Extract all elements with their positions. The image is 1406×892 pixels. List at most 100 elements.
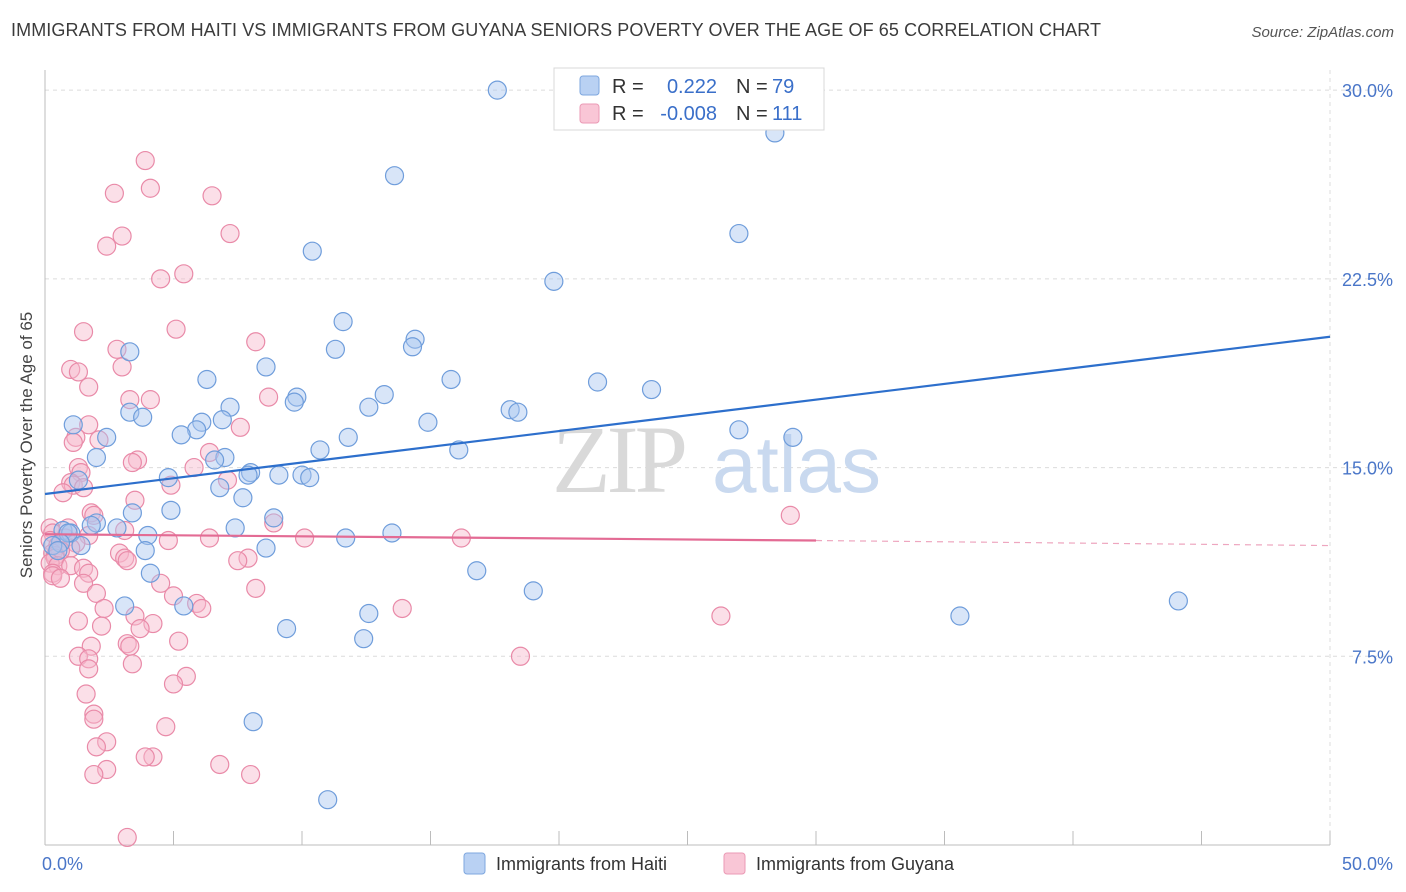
haiti-point (523, 581, 543, 601)
guyana-point (68, 611, 89, 631)
haiti-point (354, 629, 374, 649)
guyana-point (711, 606, 731, 626)
guyana-point (230, 417, 250, 437)
haiti-point (81, 515, 101, 536)
haiti-point (359, 397, 379, 417)
guyana-point (151, 269, 171, 289)
haiti-point (133, 407, 153, 427)
haiti-point (120, 342, 140, 362)
guyana-point (125, 606, 145, 626)
haiti-point (487, 80, 507, 100)
guyana-point (117, 827, 137, 848)
haiti-point (197, 369, 217, 390)
guyana-point (79, 415, 99, 435)
guyana-point (246, 332, 266, 352)
guyana-point (86, 583, 107, 603)
guyana-point (135, 747, 155, 767)
haiti-point (115, 596, 135, 616)
guyana-point (140, 390, 160, 410)
guyana-point (76, 684, 96, 704)
x-tick-labels: 0.0% 50.0% (42, 854, 1393, 874)
haiti-point (325, 339, 346, 359)
haiti-point (333, 312, 353, 332)
guyana-point (210, 754, 230, 775)
guyana-point (61, 359, 81, 380)
y-tick-labels: 7.5% 15.0% 22.5% 30.0% (1342, 81, 1393, 667)
guyana-point (117, 551, 137, 571)
haiti-point (950, 606, 970, 626)
guyana-point (97, 732, 117, 752)
haiti-point (500, 400, 520, 420)
guyana-point (104, 183, 124, 203)
series-haiti (43, 80, 1188, 810)
guyana-point (91, 616, 112, 636)
guyana-point (161, 475, 181, 495)
guyana-point (73, 573, 94, 593)
haiti-point (508, 402, 528, 422)
haiti-point (233, 488, 253, 508)
haiti-point (338, 427, 358, 447)
haiti-point (284, 392, 304, 412)
haiti-trend-line (44, 335, 1331, 496)
guyana-point (199, 528, 220, 548)
y-tick-label: 7.5% (1352, 647, 1393, 667)
guyana-point (156, 717, 176, 737)
haiti-point (1168, 591, 1188, 611)
guyana-point (174, 264, 194, 284)
haiti-point (58, 523, 78, 543)
guyana-point (97, 236, 117, 256)
legend-guyana-r-label: R = (612, 103, 644, 125)
legend-swatch-guyana (579, 103, 600, 124)
haiti-point (140, 563, 160, 583)
guyana-point (125, 490, 145, 510)
guyana-point (166, 319, 186, 339)
haiti-point (86, 447, 107, 468)
haiti-point (467, 561, 487, 581)
guyana-point (79, 563, 99, 583)
guyana-trend-line (44, 533, 817, 542)
haiti-point (587, 372, 608, 392)
guyana-point (294, 528, 315, 548)
guyana-point (510, 646, 531, 666)
guyana-point (130, 619, 150, 639)
guyana-point (79, 659, 99, 679)
haiti-point (336, 528, 356, 548)
guyana-point (202, 186, 222, 206)
haiti-point (135, 541, 155, 561)
guyana-point (228, 551, 248, 571)
bottom-legend-swatch-haiti (463, 852, 486, 875)
guyana-point (66, 427, 86, 447)
axes (44, 70, 1331, 846)
haiti-point (205, 450, 225, 470)
bottom-legend-swatch-guyana (723, 852, 746, 875)
guyana-point (151, 573, 171, 593)
haiti-point (418, 412, 438, 432)
haiti-point (174, 596, 194, 616)
legend-guyana-r-value: -0.008 (660, 103, 717, 125)
guyana-point (117, 634, 137, 654)
guyana-point (241, 764, 261, 785)
guyana-point (94, 598, 114, 619)
haiti-point (243, 712, 263, 732)
haiti-point (210, 478, 230, 498)
haiti-point (641, 379, 662, 400)
haiti-point (161, 500, 181, 520)
y-axis-title: Seniors Poverty Over the Age of 65 (17, 312, 36, 578)
guyana-point (246, 578, 266, 598)
guyana-point (112, 357, 132, 377)
haiti-point (783, 427, 803, 447)
bottom-legend: Immigrants from Haiti Immigrants from Gu… (463, 852, 955, 875)
haiti-point (544, 271, 564, 291)
legend-haiti-n-value: 79 (772, 76, 794, 98)
haiti-point (171, 425, 191, 445)
guyana-point (122, 452, 142, 473)
haiti-point (449, 440, 469, 460)
haiti-point (302, 241, 322, 261)
guyana-point (115, 548, 135, 568)
x-tick-label: 0.0% (42, 854, 83, 874)
haiti-point (264, 508, 284, 528)
guyana-point (84, 704, 104, 724)
guyana-point (73, 322, 94, 342)
haiti-point (359, 603, 379, 624)
